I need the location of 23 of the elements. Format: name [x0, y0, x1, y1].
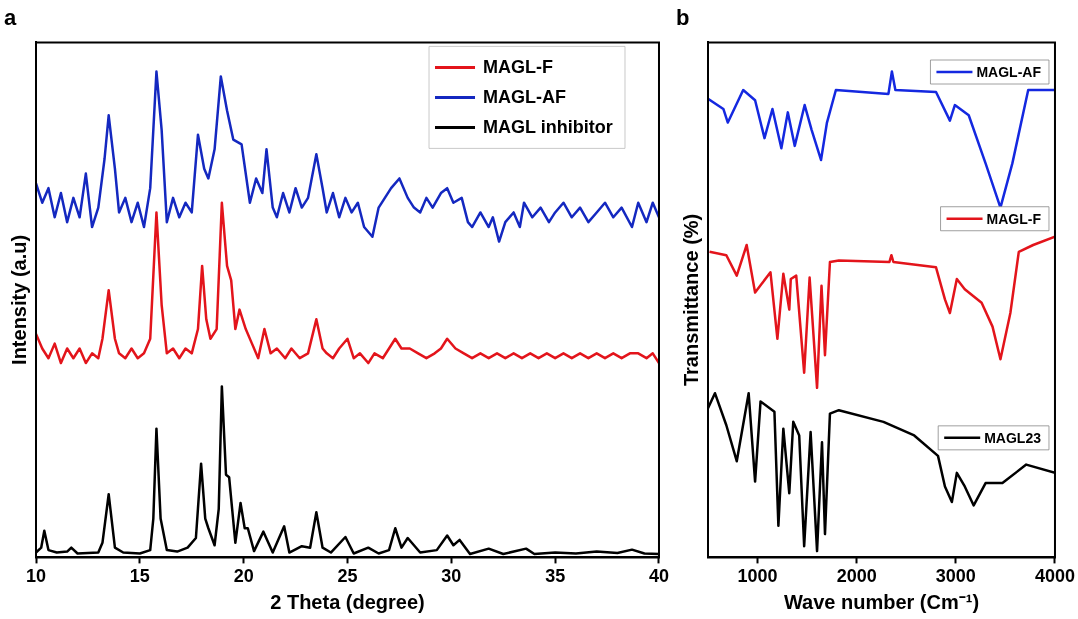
- x-tick-label: 20: [233, 566, 254, 587]
- chart-title: b: [676, 5, 690, 31]
- x-axis-title: Wave number (Cm⁻¹): [783, 590, 980, 613]
- legend-label: MAGL-AF: [483, 87, 566, 108]
- y-axis-title: Intensity (a.u): [7, 234, 30, 365]
- x-tick-label: 4000: [1034, 566, 1075, 587]
- legend-label: MAGL23: [984, 429, 1042, 446]
- x-axis-title: 2 Theta (degree): [270, 590, 425, 613]
- x-tick-label: 40: [648, 566, 669, 587]
- x-tick-label: 10: [25, 566, 47, 587]
- x-tick-label: 15: [129, 566, 150, 587]
- legend-label: MAGL-F: [483, 57, 553, 78]
- x-tick-label: 1000: [737, 566, 778, 587]
- legend-label: MAGL-F: [986, 210, 1042, 227]
- legend-label: MAGL inhibitor: [483, 117, 613, 138]
- x-tick-label: 30: [441, 566, 462, 587]
- chart-title: a: [4, 5, 17, 31]
- x-tick-label: 35: [545, 566, 566, 587]
- x-tick-label: 3000: [935, 566, 976, 587]
- x-tick-label: 2000: [836, 566, 877, 587]
- legend-label: MAGL-AF: [976, 63, 1042, 80]
- x-tick-label: 25: [337, 566, 358, 587]
- y-axis-title: Transmittance (%): [679, 213, 702, 387]
